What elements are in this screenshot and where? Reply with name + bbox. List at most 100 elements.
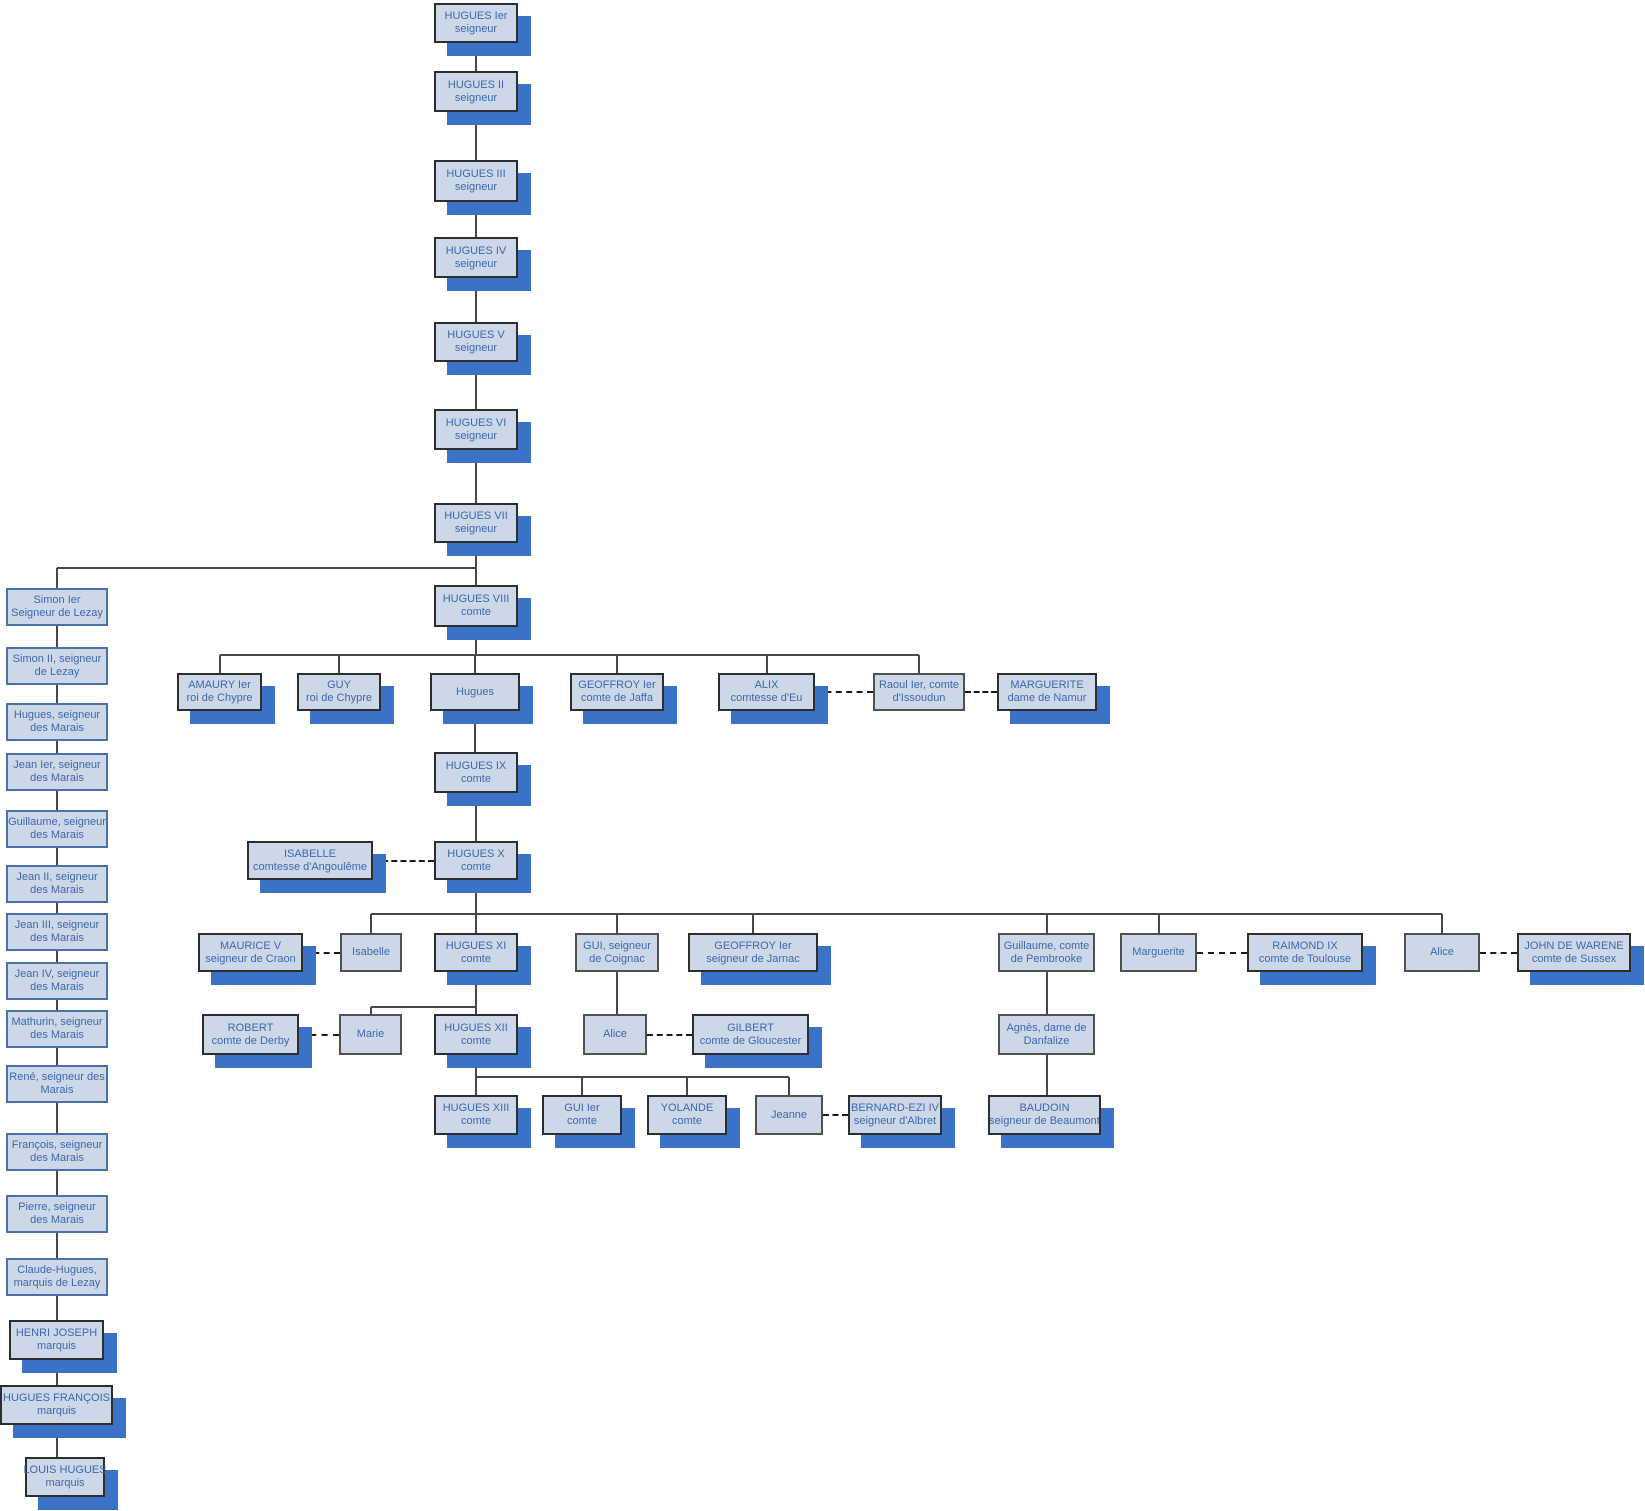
- tree-node-louis-hugues[interactable]: LOUIS HUGUES marquis: [23, 1457, 107, 1497]
- node-label: des Marais: [30, 981, 84, 993]
- tree-node-john-warene[interactable]: JOHN DE WARENE comte de Sussex: [1517, 933, 1631, 972]
- connector-line: [56, 1171, 58, 1195]
- tree-node-hugues-marais[interactable]: Hugues, seigneur des Marais: [6, 703, 108, 741]
- tree-node-hugues-4[interactable]: HUGUES IV seigneur: [434, 237, 518, 278]
- tree-node-hugues-9[interactable]: HUGUES IX comte: [434, 752, 518, 793]
- tree-node-yolande[interactable]: YOLANDE comte: [647, 1095, 727, 1135]
- tree-node-hugues-7[interactable]: HUGUES VII seigneur: [434, 503, 518, 543]
- tree-node-jean-3[interactable]: Jean III, seigneur des Marais: [6, 913, 108, 951]
- connector-line: [475, 43, 477, 71]
- node-label: seigneur: [454, 429, 498, 442]
- connector-line: [475, 914, 477, 933]
- tree-node-gui-1er[interactable]: GUI Ier comte: [542, 1095, 622, 1135]
- tree-node-rene[interactable]: René, seigneur des Marais: [6, 1065, 108, 1103]
- tree-node-hugues-6[interactable]: HUGUES VI seigneur: [434, 409, 518, 450]
- node-label: HUGUES FRANÇOIS: [3, 1392, 110, 1404]
- tree-node-francois[interactable]: François, seigneur des Marais: [6, 1133, 108, 1171]
- tree-node-hugues-13[interactable]: HUGUES XIII comte: [434, 1095, 518, 1135]
- connector-line: [475, 362, 477, 409]
- tree-node-hugues-b[interactable]: Hugues: [430, 673, 520, 711]
- node-label: comte de Jaffa: [581, 692, 653, 704]
- node-label: Jean II, seigneur: [16, 871, 98, 883]
- connector-line: [475, 880, 477, 914]
- node-label: AMAURY Ier: [188, 679, 251, 691]
- tree-node-pierre[interactable]: Pierre, seigneur des Marais: [6, 1195, 108, 1233]
- tree-node-simon-1[interactable]: Simon Ier Seigneur de Lezay: [6, 588, 108, 626]
- node-label: comte: [461, 1115, 491, 1127]
- node-label: Hugues, seigneur: [13, 709, 101, 721]
- tree-node-claude-hugues[interactable]: Claude-Hugues, marquis de Lezay: [6, 1258, 108, 1296]
- tree-node-simon-2[interactable]: Simon II, seigneur de Lezay: [6, 647, 108, 685]
- tree-node-jeanne[interactable]: Jeanne: [755, 1095, 823, 1135]
- connector-line: [56, 1360, 58, 1385]
- tree-node-alice-warene[interactable]: Alice: [1404, 933, 1480, 972]
- tree-node-alix[interactable]: ALIX comtesse d'Eu: [718, 673, 815, 711]
- connector-line: [56, 1000, 58, 1010]
- node-label: Alice: [1430, 946, 1454, 958]
- node-label: seigneur: [454, 91, 498, 104]
- node-label: HUGUES X: [447, 847, 505, 860]
- tree-node-hugues-2[interactable]: HUGUES II seigneur: [434, 71, 518, 112]
- node-label: des Marais: [30, 829, 84, 841]
- tree-node-guy[interactable]: GUY roi de Chypre: [297, 673, 381, 711]
- node-label: ALIX: [754, 679, 779, 691]
- tree-node-guillaume-pembrooke[interactable]: Guillaume, comte de Pembrooke: [998, 933, 1095, 972]
- tree-node-raoul[interactable]: Raoul Ier, comte d'Issoudun: [873, 673, 965, 711]
- tree-node-marie[interactable]: Marie: [339, 1014, 402, 1055]
- tree-node-isabelle-angouleme[interactable]: ISABELLE comtesse d'Angoulême: [247, 841, 373, 880]
- tree-node-hugues-12[interactable]: HUGUES XII comte: [434, 1014, 518, 1055]
- node-label: comtesse d'Angoulême: [253, 860, 367, 873]
- tree-node-bernard[interactable]: BERNARD-EZI IV seigneur d'Albret: [848, 1095, 942, 1135]
- tree-node-jean-1[interactable]: Jean Ier, seigneur des Marais: [6, 753, 108, 791]
- tree-node-hugues-3[interactable]: HUGUES III seigneur: [434, 160, 518, 202]
- tree-node-hugues-8[interactable]: HUGUES VIII comte: [434, 585, 518, 627]
- connector-line: [475, 793, 477, 841]
- tree-node-baudoin[interactable]: BAUDOIN seigneur de Beaumont: [988, 1095, 1101, 1135]
- tree-node-jean-4[interactable]: Jean IV, seigneur des Marais: [6, 962, 108, 1000]
- node-label: Mathurin, seigneur: [11, 1016, 103, 1028]
- connector-line: [766, 655, 768, 673]
- node-label: Raoul Ier, comte: [878, 679, 960, 691]
- tree-node-hugues-11[interactable]: HUGUES XI comte: [434, 933, 518, 972]
- connector-line: [474, 711, 476, 752]
- node-label: comte: [461, 952, 491, 965]
- connector-line: [56, 1048, 58, 1065]
- connector-line: [56, 1425, 58, 1457]
- node-label: Danfalize: [1023, 1034, 1070, 1047]
- tree-node-gilbert[interactable]: GILBERT comte de Gloucester: [692, 1014, 809, 1055]
- node-label: dame de Namur: [1007, 692, 1087, 704]
- tree-node-raimond[interactable]: RAIMOND IX comte de Toulouse: [1247, 933, 1363, 972]
- tree-node-gui-coignac[interactable]: GUI, seigneur de Coignac: [575, 933, 659, 972]
- tree-node-isabelle2[interactable]: Isabelle: [340, 933, 402, 972]
- tree-node-marguerite-namur[interactable]: MARGUERITE dame de Namur: [997, 673, 1097, 711]
- tree-node-hugues-francois[interactable]: HUGUES FRANÇOIS marquis: [0, 1385, 113, 1425]
- tree-node-robert-derby[interactable]: ROBERT comte de Derby: [202, 1014, 299, 1055]
- connector-line: [56, 1296, 58, 1320]
- tree-node-agnes[interactable]: Agnès, dame de Danfalize: [998, 1014, 1095, 1055]
- node-label: Agnès, dame de: [1006, 1021, 1087, 1034]
- node-label: HUGUES XI: [445, 939, 507, 952]
- tree-node-guillaume-marais[interactable]: Guillaume, seigneur des Marais: [6, 810, 108, 848]
- tree-node-alice-gloucester[interactable]: Alice: [583, 1014, 647, 1055]
- tree-node-amaury[interactable]: AMAURY Ier roi de Chypre: [177, 673, 262, 711]
- tree-node-hugues-1[interactable]: HUGUES Ier seigneur: [434, 3, 518, 43]
- connector-line: [1197, 952, 1247, 954]
- tree-node-marguerite2[interactable]: Marguerite: [1120, 933, 1197, 972]
- node-label: Marguerite: [1132, 946, 1185, 958]
- node-label: marquis de Lezay: [13, 1277, 101, 1289]
- node-label: Alice: [603, 1028, 627, 1040]
- tree-node-henri-joseph[interactable]: HENRI JOSEPH marquis: [9, 1320, 104, 1360]
- tree-node-geoffroy-jaffa[interactable]: GEOFFROY Ier comte de Jaffa: [570, 673, 664, 711]
- connector-line: [918, 655, 920, 673]
- node-label: MARGUERITE: [1010, 679, 1084, 691]
- tree-node-mathurin[interactable]: Mathurin, seigneur des Marais: [6, 1010, 108, 1048]
- tree-node-geoffroy-jarnac[interactable]: GEOFFROY Ier seigneur de Jarnac: [688, 933, 818, 972]
- connector-line: [815, 691, 873, 693]
- node-label: des Marais: [30, 722, 84, 734]
- connector-line: [1158, 914, 1160, 933]
- tree-node-jean-2[interactable]: Jean II, seigneur des Marais: [6, 865, 108, 903]
- node-label: comtesse d'Eu: [730, 692, 803, 704]
